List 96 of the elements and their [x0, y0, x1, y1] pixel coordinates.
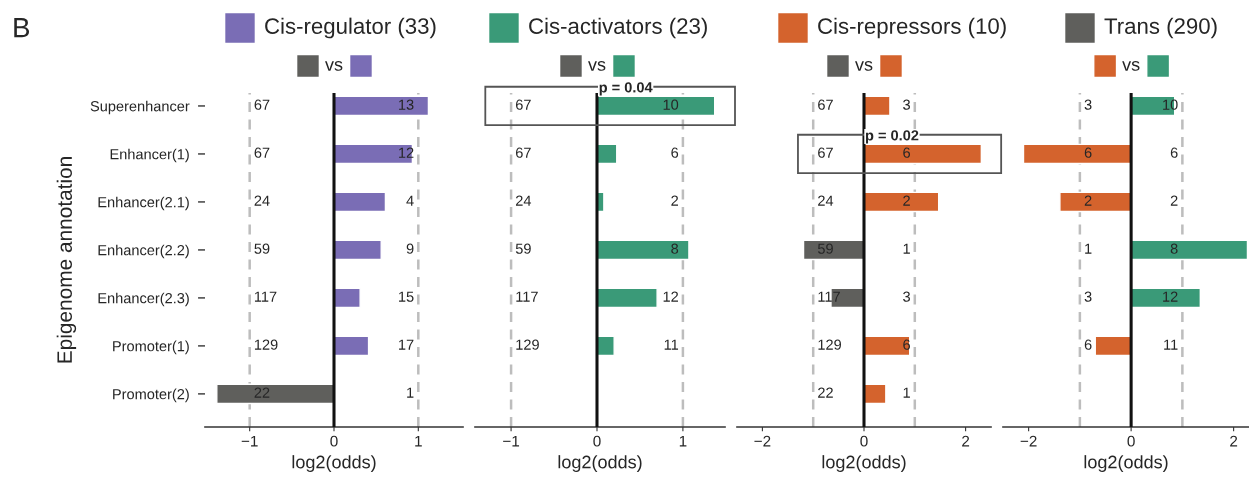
x-tick-label: 0	[860, 435, 868, 447]
x-tick-label: −2	[754, 435, 771, 447]
y-axis-title: Epigenome annotation	[56, 157, 77, 363]
annotation: 10	[663, 99, 679, 110]
annotation: 3	[1084, 99, 1092, 110]
annotation: p = 0.04	[599, 82, 653, 96]
annotation: 1	[903, 243, 910, 254]
annotation: 2	[671, 195, 679, 206]
x-axis-title: log2(odds)	[822, 455, 906, 472]
annotation: 129	[516, 339, 539, 350]
annotation: 3	[1084, 291, 1092, 302]
x-axis-title: log2(odds)	[1084, 455, 1168, 472]
annotation: 6	[1170, 147, 1178, 158]
annotation: 3	[903, 99, 910, 110]
text: B	[14, 18, 30, 38]
annotation: 67	[515, 147, 531, 158]
x-tick-label: −1	[503, 435, 520, 447]
annotation: 12	[1163, 291, 1178, 302]
annotation: 1	[1085, 243, 1092, 254]
x-tick-label: 1	[679, 435, 687, 447]
annotation: 67	[254, 99, 270, 110]
legend-label: Trans (290)	[1104, 17, 1217, 39]
annotation: 6	[671, 147, 679, 158]
chart-subtitle: vs	[1122, 60, 1140, 71]
bar	[333, 239, 382, 261]
annotation: 2	[903, 195, 910, 206]
annotation: 2	[1170, 195, 1178, 206]
chart-subtitle: vs	[588, 60, 606, 71]
annotation: 8	[671, 243, 679, 254]
y-tick-label: Superenhancer	[90, 100, 190, 115]
annotation: 67	[818, 99, 833, 110]
annotation: 59	[817, 243, 833, 254]
bar	[1022, 143, 1132, 165]
annotation: 59	[515, 243, 531, 254]
x-tick-label: −2	[1020, 435, 1037, 447]
annotation: 6	[903, 147, 910, 158]
x-tick-label: 2	[1230, 435, 1238, 447]
y-tick-label: Promoter(2)	[113, 388, 189, 403]
x-tick-label: 1	[415, 435, 422, 447]
bar	[1094, 335, 1132, 357]
y-tick-label: Enhancer(1)	[110, 148, 189, 163]
annotation: 11	[1164, 339, 1178, 350]
legend-label: Cis-activators (23)	[529, 17, 707, 39]
x-tick-label: 0	[330, 435, 338, 447]
annotation: 22	[818, 387, 833, 398]
bar	[333, 143, 414, 165]
annotation: 3	[903, 291, 910, 302]
annotation: 9	[406, 243, 414, 254]
annotation: 129	[818, 339, 842, 350]
annotation: 24	[818, 195, 834, 206]
annotation: 117	[254, 291, 277, 302]
bar	[216, 383, 335, 405]
x-tick-label: 0	[593, 435, 601, 447]
annotation: 1	[903, 387, 910, 398]
annotation: 2	[1084, 195, 1092, 206]
annotation: 17	[399, 339, 414, 350]
y-tick-label: Promoter(1)	[113, 340, 189, 355]
bar	[596, 287, 658, 309]
x-tick-label: −1	[241, 435, 258, 447]
annotation: 117	[516, 291, 538, 302]
annotation: 11	[664, 339, 679, 350]
annotation: 24	[254, 195, 270, 206]
y-tick-label: Enhancer(2.1)	[98, 196, 189, 211]
annotation: 8	[1170, 243, 1178, 254]
bar	[1130, 287, 1202, 309]
bar	[1059, 191, 1132, 213]
annotation: 67	[254, 147, 270, 158]
annotation: 6	[1084, 147, 1092, 158]
annotation: p = 0.02	[865, 130, 919, 144]
x-axis-title: log2(odds)	[558, 455, 642, 472]
annotation: 12	[663, 291, 679, 302]
annotation: 129	[254, 339, 278, 350]
bar	[333, 191, 387, 213]
chart-subtitle: vs	[855, 60, 873, 71]
annotation: 1	[407, 387, 414, 398]
x-tick-label: 0	[1127, 435, 1135, 447]
annotation: 6	[1084, 339, 1092, 350]
annotation: 67	[515, 99, 531, 110]
y-tick-label: Enhancer(2.3)	[98, 292, 189, 307]
annotation: 15	[399, 291, 414, 302]
y-tick-label: Enhancer(2.2)	[98, 244, 189, 259]
annotation: 13	[399, 99, 414, 110]
chart-subtitle: vs	[325, 60, 343, 71]
annotation: 22	[254, 387, 270, 398]
x-tick-label: 2	[962, 435, 970, 447]
annotation: 4	[406, 195, 414, 206]
legend-label: Cis-repressors (10)	[818, 17, 1006, 39]
annotation: 59	[254, 243, 270, 254]
bar	[1130, 239, 1249, 261]
bar	[596, 239, 690, 261]
bar	[863, 191, 940, 213]
legend-label: Cis-regulator (33)	[265, 17, 436, 39]
annotation: 67	[818, 147, 833, 158]
x-axis-title: log2(odds)	[292, 455, 376, 472]
bar	[333, 95, 430, 117]
annotation: 24	[515, 195, 532, 206]
